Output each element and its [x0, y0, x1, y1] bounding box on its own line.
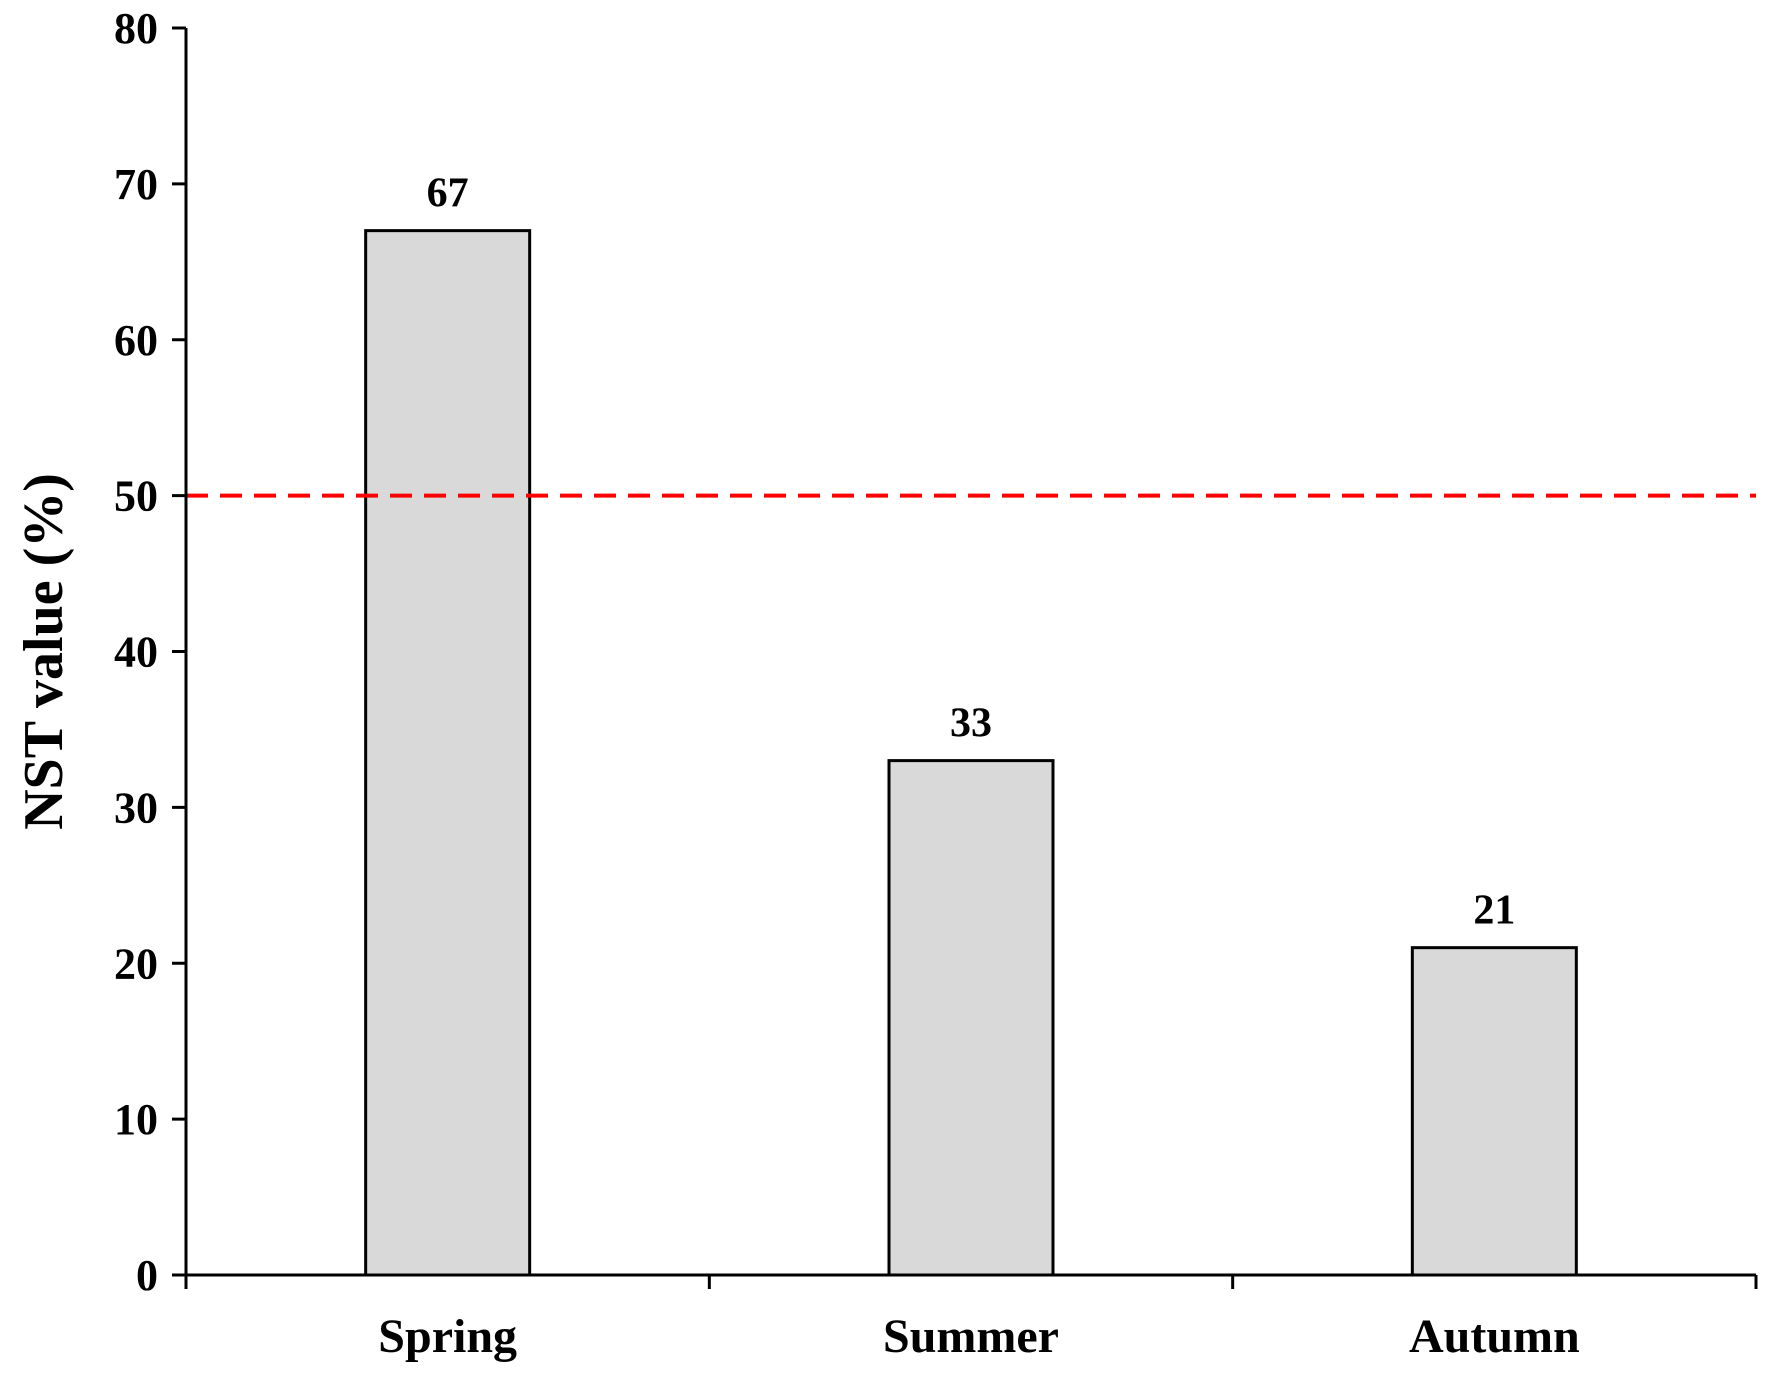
data-labels: 67 33 21	[427, 171, 1516, 934]
x-category-label: Summer	[883, 1310, 1059, 1363]
data-label: 67	[427, 171, 469, 217]
y-tick-label: 10	[114, 1095, 158, 1144]
y-tick-label: 50	[114, 472, 158, 521]
x-axis-ticks: Spring Summer Autumn	[184, 1275, 1758, 1363]
y-tick-label: 20	[114, 939, 158, 988]
y-tick-label: 70	[114, 160, 158, 209]
x-category-label: Spring	[378, 1310, 517, 1363]
bar-summer	[887, 759, 1055, 1277]
y-axis-ticks: 0 10 20 30 40 50 60 70 80	[114, 4, 186, 1300]
y-tick-label: 30	[114, 783, 158, 832]
x-category-label: Autumn	[1409, 1310, 1580, 1363]
data-label: 33	[950, 701, 992, 747]
bar-spring	[364, 229, 532, 1277]
y-tick-label: 60	[114, 316, 158, 365]
bar-autumn	[1410, 946, 1578, 1277]
y-tick-label: 80	[114, 4, 158, 53]
y-axis-title: NST value (%)	[13, 473, 75, 830]
bars	[364, 229, 1578, 1277]
y-tick-label: 0	[136, 1251, 158, 1300]
y-tick-label: 40	[114, 628, 158, 677]
data-label: 21	[1473, 888, 1515, 934]
